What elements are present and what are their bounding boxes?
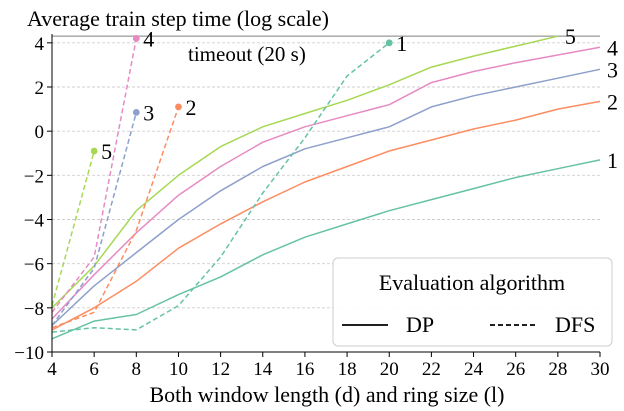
series-dp-1-line — [51, 159, 601, 340]
series-dp-5-line — [51, 35, 558, 309]
series-dp-2-label: 2 — [607, 89, 618, 114]
y-tick-label-5: 0 — [35, 122, 45, 143]
x-tick-label-2: 8 — [132, 359, 142, 380]
series-dp-3-line — [51, 68, 601, 327]
x-tick-label-1: 6 — [89, 359, 99, 380]
x-tick-label-10: 24 — [464, 359, 484, 380]
series-dfs-4-label: 4 — [143, 26, 154, 51]
series-dfs-5-line — [51, 150, 95, 306]
series-dfs-2-label: 2 — [185, 95, 196, 120]
series-dfs-4-line — [51, 38, 138, 313]
x-tick-label-13: 30 — [591, 359, 610, 380]
chart-title: Average train step time (log scale) — [27, 6, 329, 31]
series-dp-2-line — [51, 100, 601, 331]
y-tick-label-6: 2 — [35, 78, 45, 99]
series-dfs-2-line — [51, 106, 180, 329]
series-dfs-5-label: 5 — [101, 139, 112, 164]
y-tick-label-4: −2 — [24, 166, 44, 187]
y-tick-label-3: −4 — [24, 211, 45, 232]
x-tick-label-0: 4 — [47, 359, 57, 380]
y-tick-label-0: −10 — [14, 343, 44, 364]
series-dfs-5-end-point — [90, 147, 98, 155]
x-tick-label-11: 26 — [506, 359, 525, 380]
legend-title: Evaluation algorithm — [379, 270, 565, 295]
x-tick-label-8: 20 — [380, 359, 399, 380]
x-tick-label-7: 18 — [338, 359, 357, 380]
x-tick-label-4: 12 — [211, 359, 230, 380]
x-tick-label-9: 22 — [422, 359, 441, 380]
legend: Evaluation algorithm DP DFS — [332, 257, 613, 347]
series-dfs-1-label: 1 — [396, 31, 407, 56]
series-dfs-3-end-point — [132, 108, 140, 116]
x-tick-label-3: 10 — [169, 359, 188, 380]
series-dfs-1-end-point — [385, 39, 393, 47]
x-tick-label-12: 28 — [548, 359, 567, 380]
x-tick-label-5: 14 — [253, 359, 273, 380]
series-dp-4-line — [51, 46, 601, 320]
series-dfs-2-end-point — [175, 103, 182, 111]
x-ticks: 4 6 8 10 12 14 16 18 20 22 24 26 28 30 — [47, 352, 610, 380]
x-tick-label-6: 16 — [295, 359, 314, 380]
legend-label-dp: DP — [406, 312, 434, 337]
series-dp-5-label: 5 — [565, 24, 576, 49]
y-tick-label-2: −6 — [24, 255, 44, 276]
series-dfs-4-end-point — [132, 35, 140, 42]
series-dp-3-label: 3 — [607, 57, 618, 82]
series-dfs-3-line — [51, 112, 138, 326]
timeout-label: timeout (20 s) — [188, 42, 306, 66]
x-axis-label: Both window length (d) and ring size (l) — [150, 382, 505, 407]
y-tick-label-1: −8 — [24, 299, 44, 320]
legend-label-dfs: DFS — [555, 312, 595, 337]
series-dfs-1-line — [51, 42, 390, 333]
series-dp-4-label: 4 — [607, 35, 618, 60]
series-layer — [51, 35, 601, 340]
series-dp-1-label: 1 — [607, 148, 618, 173]
legend-frame — [332, 257, 613, 347]
y-ticks: −10 −8 −6 −4 −2 0 2 4 — [14, 34, 52, 364]
y-tick-label-7: 4 — [35, 34, 45, 55]
series-dfs-3-label: 3 — [143, 100, 154, 125]
